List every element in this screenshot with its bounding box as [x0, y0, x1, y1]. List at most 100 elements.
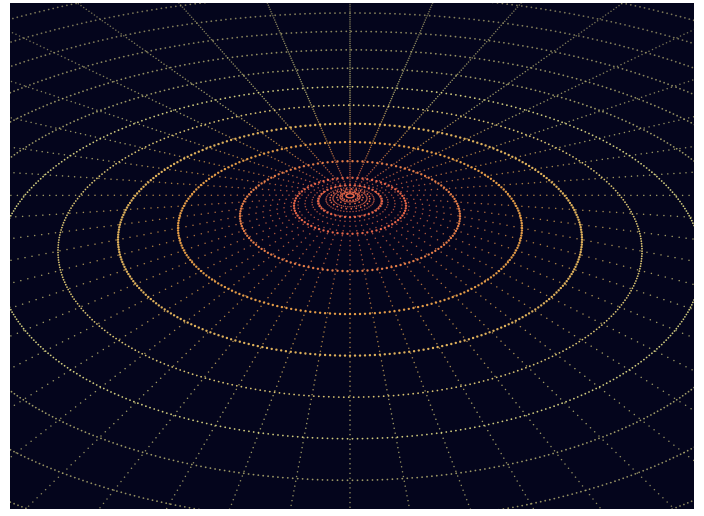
ring-dot — [425, 33, 427, 35]
spoke-dot — [95, 72, 98, 74]
spoke-dot — [388, 295, 390, 298]
ring-dot — [618, 306, 621, 309]
spoke-dot — [393, 309, 396, 312]
ring-dot — [11, 311, 13, 313]
ring-dot — [303, 106, 305, 108]
ring-dot — [285, 147, 288, 150]
spoke-dot — [270, 167, 273, 170]
ring-dot — [358, 312, 362, 316]
ring-dot — [118, 253, 122, 256]
spoke-dot — [417, 371, 419, 373]
ring-dot — [469, 383, 471, 386]
ring-dot — [405, 50, 407, 53]
spoke-dot — [285, 361, 287, 364]
spoke-dot — [222, 411, 224, 414]
spoke-dot — [588, 493, 591, 496]
spoke-dot — [326, 253, 329, 255]
ring-dot — [680, 320, 683, 323]
ring-dot — [600, 40, 603, 42]
ring-dot — [511, 462, 514, 465]
spoke-dot — [299, 197, 301, 200]
spoke-dot — [252, 85, 254, 88]
ring-dot — [501, 103, 504, 105]
spoke-dot — [383, 374, 385, 377]
ring-dot — [137, 149, 140, 152]
ring-dot — [205, 422, 208, 425]
ring-dot — [270, 52, 273, 54]
ring-dot — [91, 181, 93, 184]
ring-dot — [63, 158, 66, 161]
ring-dot — [573, 208, 576, 212]
ring-dot — [196, 103, 199, 105]
ring-dot — [31, 58, 34, 60]
ring-dot — [78, 478, 80, 480]
ring-dot — [617, 66, 620, 69]
ring-dot — [512, 506, 514, 509]
ring-dot — [192, 263, 196, 266]
spoke-dot — [396, 442, 398, 444]
ring-dot — [141, 147, 144, 150]
ring-dot — [377, 105, 380, 107]
spoke-dot — [219, 150, 222, 153]
ring-dot — [124, 77, 127, 80]
spoke-dot — [195, 85, 197, 88]
spoke-dot — [254, 87, 256, 90]
spoke-dot — [251, 226, 254, 229]
spoke-dot — [277, 249, 280, 251]
ring-dot — [10, 214, 12, 217]
ring-dot — [120, 218, 123, 221]
ring-dot — [236, 55, 239, 58]
spoke-dot — [349, 169, 351, 172]
ring-dot — [349, 192, 351, 195]
spoke-dot — [87, 447, 89, 450]
ring-dot — [492, 147, 495, 150]
spoke-dot — [152, 276, 154, 278]
ring-dot — [240, 205, 243, 208]
ring-dot — [343, 312, 347, 316]
spoke-dot — [326, 140, 328, 142]
spoke-dot — [85, 359, 88, 361]
ring-dot — [246, 54, 249, 57]
spoke-dot — [298, 257, 301, 259]
spoke-dot — [253, 162, 256, 164]
spoke-dot — [427, 399, 430, 402]
spoke-dot — [557, 324, 559, 326]
spoke-dot — [79, 132, 82, 135]
spoke-dot — [158, 194, 161, 196]
spoke-dot — [104, 177, 106, 180]
spoke-dot — [649, 294, 652, 296]
spoke-dot — [495, 443, 497, 446]
ring-dot — [559, 190, 562, 193]
spoke-dot — [557, 454, 559, 456]
spoke-dot — [344, 182, 346, 185]
ring-dot — [544, 141, 546, 144]
spoke-dot — [440, 432, 443, 435]
spoke-dot — [349, 264, 351, 266]
ring-dot — [94, 483, 97, 486]
ring-dot — [188, 506, 191, 509]
spoke-dot — [349, 487, 351, 489]
spoke-dot — [378, 231, 381, 233]
spoke-dot — [427, 292, 430, 294]
spoke-dot — [336, 258, 339, 261]
ring-dot — [29, 13, 32, 15]
spoke-dot — [10, 455, 13, 458]
ring-dot — [48, 132, 50, 135]
spoke-dot — [250, 83, 253, 86]
spoke-dot — [387, 201, 389, 204]
ring-dot — [545, 28, 548, 31]
ring-dot — [272, 475, 274, 478]
spoke-dot — [379, 271, 381, 274]
ring-dot — [174, 65, 177, 68]
spoke-dot — [448, 245, 451, 247]
spoke-dot — [146, 297, 149, 300]
spoke-dot — [532, 241, 535, 244]
ring-dot — [165, 6, 168, 9]
spoke-dot — [110, 178, 112, 180]
spoke-dot — [141, 454, 143, 456]
ring-dot — [480, 142, 483, 146]
spoke-dot — [436, 342, 438, 345]
ring-dot — [32, 339, 35, 341]
spoke-dot — [297, 207, 300, 210]
spoke-dot — [55, 194, 57, 197]
